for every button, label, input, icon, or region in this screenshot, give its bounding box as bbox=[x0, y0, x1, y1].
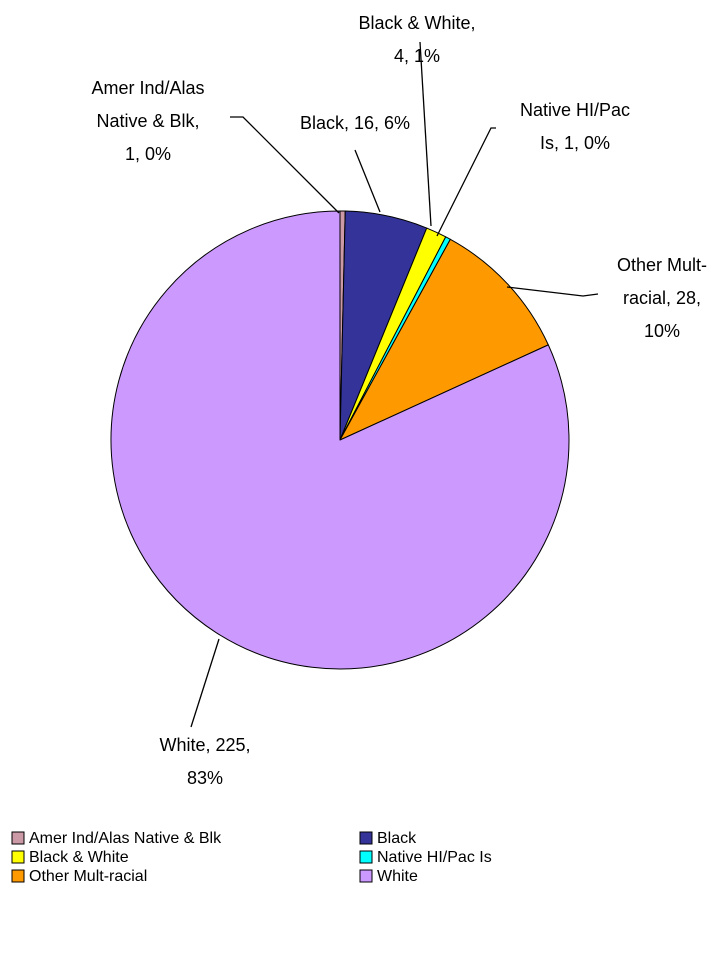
legend-label: Amer Ind/Alas Native & Blk bbox=[29, 830, 222, 847]
data-label: Amer Ind/Alas Native & Blk, 1, 0% bbox=[91, 78, 204, 164]
leader-line bbox=[354, 149, 381, 213]
leader-line bbox=[419, 41, 432, 227]
leader-line bbox=[436, 127, 496, 237]
legend-label: Native HI/Pac Is bbox=[377, 849, 492, 866]
data-label: Other Mult-racial, 28, 10% bbox=[617, 255, 707, 341]
legend-swatch bbox=[359, 831, 373, 845]
leader-line bbox=[190, 638, 220, 728]
leader-line bbox=[230, 116, 340, 214]
data-label: Black & White, 4, 1% bbox=[358, 13, 475, 66]
data-label: Black, 16, 6% bbox=[300, 113, 410, 133]
pie-slice-other-mult-racial bbox=[339, 238, 549, 441]
legend-swatch bbox=[359, 869, 373, 883]
data-label: Native HI/Pac Is, 1, 0% bbox=[520, 100, 630, 153]
legend-label: Black bbox=[377, 830, 417, 847]
data-label: White, 225, 83% bbox=[159, 735, 250, 788]
leader-line bbox=[506, 286, 599, 297]
pie-slice-white bbox=[110, 210, 570, 670]
legend-label: White bbox=[377, 868, 418, 885]
legend-swatch bbox=[11, 869, 25, 883]
legend-swatch bbox=[359, 850, 373, 864]
legend-swatch bbox=[11, 850, 25, 864]
legend-label: Other Mult-racial bbox=[29, 868, 147, 885]
leader-lines bbox=[190, 41, 599, 728]
data-labels: Amer Ind/Alas Native & Blk, 1, 0% Black, 16… bbox=[91, 13, 707, 788]
pie-slices bbox=[110, 210, 570, 670]
legend-swatch bbox=[11, 831, 25, 845]
legend: Amer Ind/Alas Native & Blk Black Black & W… bbox=[11, 830, 492, 885]
legend-label: Black & White bbox=[29, 849, 129, 866]
